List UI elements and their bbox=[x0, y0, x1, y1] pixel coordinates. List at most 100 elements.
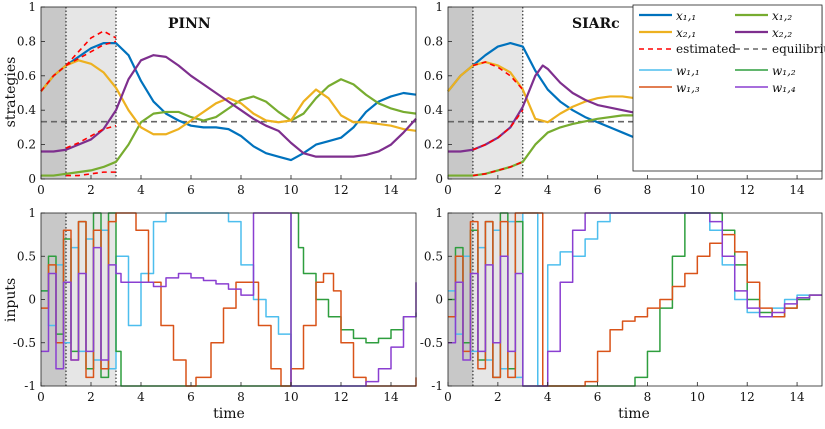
legend-w12: w₁,₂ bbox=[735, 64, 796, 78]
svg-text:w₁,₂: w₁,₂ bbox=[772, 64, 796, 78]
y-tick-label: 0 bbox=[435, 172, 443, 186]
y-tick-label: 1 bbox=[435, 206, 443, 220]
y-tick-label: 0.4 bbox=[424, 103, 443, 117]
x-tick-label: 14 bbox=[383, 390, 399, 404]
shaded-region-2 bbox=[472, 7, 523, 179]
y-tick-label: -1 bbox=[431, 379, 443, 393]
legend-estimated: estimated bbox=[639, 42, 736, 56]
x-tick-label: 10 bbox=[690, 390, 705, 404]
svg-text:x₂,₂: x₂,₂ bbox=[772, 26, 792, 40]
legend-w13: w₁,₃ bbox=[639, 81, 700, 95]
series-x22-3 bbox=[41, 54, 417, 158]
y-tick-label: 0.2 bbox=[424, 138, 443, 152]
y-tick-label: 0 bbox=[28, 293, 36, 307]
y-tick-label: 0.5 bbox=[17, 249, 36, 263]
x-tick-label: 2 bbox=[87, 183, 95, 197]
x-tick-label: 8 bbox=[237, 390, 245, 404]
pinn-strategies-plot: 0 2 4 6 8 10 12 14 0 0.2 0.4 0.6 0.8 1 bbox=[17, 0, 417, 197]
strategies-ylabel: strategies bbox=[3, 57, 19, 128]
shaded-region-2 bbox=[472, 213, 523, 386]
y-tick-label: 0 bbox=[28, 172, 36, 186]
series-x21-2 bbox=[40, 59, 417, 136]
series-w14-3 bbox=[448, 212, 822, 387]
x-tick-label: 0 bbox=[37, 183, 45, 197]
x-tick-label: 6 bbox=[187, 183, 195, 197]
x-tick-label: 4 bbox=[544, 183, 552, 197]
series-w13-2 bbox=[448, 212, 822, 387]
legend-x12: x₁,₂ bbox=[735, 9, 792, 23]
y-tick-label: 0 bbox=[435, 293, 443, 307]
x-tick-label: 0 bbox=[37, 390, 45, 404]
shaded-region-2 bbox=[66, 7, 116, 179]
x-tick-label: 12 bbox=[740, 390, 755, 404]
siarc-title: SIARc bbox=[572, 16, 620, 32]
x-tick-label: 10 bbox=[283, 390, 298, 404]
shaded-region-1 bbox=[41, 7, 66, 179]
svg-text:x₂,₁: x₂,₁ bbox=[676, 26, 696, 40]
x-tick-label: 2 bbox=[494, 390, 502, 404]
x-tick-label: 12 bbox=[740, 183, 755, 197]
x-tick-label: 12 bbox=[333, 390, 348, 404]
x-tick-label: 6 bbox=[594, 390, 602, 404]
legend-x22: x₂,₂ bbox=[735, 26, 792, 40]
y-tick-label: 1 bbox=[28, 0, 36, 14]
siarc-inputs-plot: 0 2 4 6 8 10 12 14 -1 -0.5 0 0.5 1 bbox=[420, 206, 823, 404]
x-tick-label: 14 bbox=[789, 183, 805, 197]
legend-equilibrium: equilibrium bbox=[735, 42, 825, 56]
y-tick-label: 0.8 bbox=[424, 34, 443, 48]
shaded-region-2 bbox=[66, 213, 116, 386]
shaded-region-1 bbox=[41, 213, 66, 386]
x-tick-label: 10 bbox=[283, 183, 298, 197]
y-tick-label: 1 bbox=[28, 206, 36, 220]
series-w13-2 bbox=[41, 212, 417, 387]
pinn-title: PINN bbox=[168, 16, 211, 32]
x-tick-label: 0 bbox=[444, 390, 452, 404]
x-tick-label: 14 bbox=[789, 390, 805, 404]
y-tick-label: -0.5 bbox=[13, 336, 36, 350]
legend-x11: x₁,₁ bbox=[639, 9, 696, 23]
legend-x21: x₂,₁ bbox=[639, 26, 696, 40]
pinn-time-xlabel: time bbox=[213, 406, 245, 422]
inputs-ylabel: inputs bbox=[3, 278, 19, 322]
series-estimated-5 bbox=[65, 40, 117, 67]
x-tick-label: 10 bbox=[690, 183, 705, 197]
siarc-time-xlabel: time bbox=[618, 406, 650, 422]
x-tick-label: 8 bbox=[644, 390, 652, 404]
y-tick-label: 0.2 bbox=[17, 138, 36, 152]
x-tick-label: 0 bbox=[444, 183, 452, 197]
y-tick-label: 0.8 bbox=[17, 34, 36, 48]
y-tick-label: 0.6 bbox=[424, 69, 443, 83]
y-tick-label: -0.5 bbox=[420, 336, 443, 350]
svg-text:estimated: estimated bbox=[676, 42, 736, 56]
legend: x₁,₁ x₁,₂ x₂,₁ x₂,₂ estimated equilibriu… bbox=[632, 4, 825, 172]
x-tick-label: 4 bbox=[544, 390, 552, 404]
series-estimated-6 bbox=[65, 124, 117, 149]
y-tick-label: 0.5 bbox=[424, 249, 443, 263]
x-tick-label: 4 bbox=[137, 390, 145, 404]
pinn-inputs-plot: 0 2 4 6 8 10 12 14 -1 -0.5 0 0.5 1 bbox=[13, 206, 417, 404]
series-estimated-4 bbox=[40, 30, 117, 92]
y-tick-label: 0.4 bbox=[17, 103, 36, 117]
x-tick-label: 8 bbox=[644, 183, 652, 197]
y-tick-label: 0.6 bbox=[17, 69, 36, 83]
svg-text:w₁,₃: w₁,₃ bbox=[676, 81, 700, 95]
svg-text:equilibrium: equilibrium bbox=[772, 42, 825, 56]
y-tick-label: -1 bbox=[24, 379, 36, 393]
y-tick-label: 1 bbox=[435, 0, 443, 14]
x-tick-label: 4 bbox=[137, 183, 145, 197]
series-w11-0 bbox=[41, 212, 416, 387]
x-tick-label: 2 bbox=[494, 183, 502, 197]
series-estimated-4 bbox=[472, 61, 524, 91]
x-tick-label: 6 bbox=[187, 390, 195, 404]
svg-text:x₁,₂: x₁,₂ bbox=[772, 9, 792, 23]
series-estimated-5 bbox=[472, 109, 524, 151]
series-x12-1 bbox=[41, 78, 417, 177]
x-tick-label: 14 bbox=[383, 183, 399, 197]
x-tick-label: 2 bbox=[87, 390, 95, 404]
svg-text:w₁,₄: w₁,₄ bbox=[772, 81, 796, 95]
x-tick-label: 6 bbox=[594, 183, 602, 197]
legend-w14: w₁,₄ bbox=[735, 81, 796, 95]
axes-box bbox=[40, 6, 417, 180]
series-x11-0 bbox=[40, 42, 417, 162]
